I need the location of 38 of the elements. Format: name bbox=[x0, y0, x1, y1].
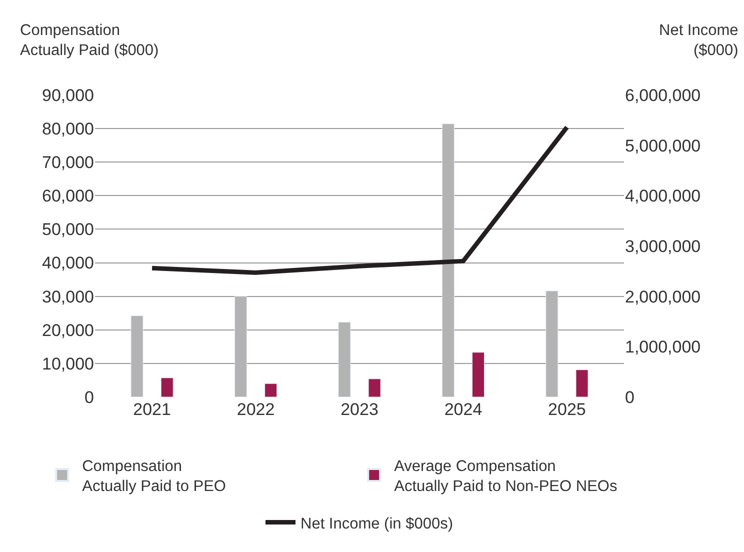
y2-axis-title: Net Income ($000) bbox=[659, 22, 738, 60]
y-tick-label: 0 bbox=[84, 388, 94, 407]
legend-label: Compensation Actually Paid to PEO bbox=[82, 458, 226, 496]
bar bbox=[264, 383, 278, 397]
legend-label: Average Compensation Actually Paid to Non-PEO NEOs bbox=[394, 458, 618, 496]
y2-tick-label: 4,000,000 bbox=[625, 186, 701, 206]
bar bbox=[546, 290, 558, 397]
bar bbox=[160, 378, 174, 397]
x-tick-label: 2023 bbox=[340, 400, 378, 419]
legend-label: Net Income (in $000s) bbox=[300, 515, 453, 532]
bar bbox=[338, 322, 351, 397]
y-tick-label: 80,000 bbox=[42, 120, 94, 139]
y2-tick-label: 1,000,000 bbox=[625, 338, 701, 357]
bar bbox=[576, 370, 588, 397]
y-tick-label: 60,000 bbox=[42, 186, 94, 206]
line-series bbox=[150, 124, 570, 275]
y-axis-title: Compensation Actually Paid ($000) bbox=[20, 22, 159, 60]
bar bbox=[234, 296, 247, 397]
y2-tick-label: 0 bbox=[625, 388, 634, 407]
y-tick-label: 30,000 bbox=[42, 287, 94, 306]
y-tick-label: 20,000 bbox=[42, 320, 94, 340]
bar bbox=[442, 124, 454, 397]
y2-tick-label: 2,000,000 bbox=[625, 287, 701, 306]
x-tick-label: 2021 bbox=[133, 400, 171, 419]
x-tick-label: 2025 bbox=[548, 400, 586, 419]
x-tick-label: 2024 bbox=[444, 400, 482, 419]
y2-tick-label: 3,000,000 bbox=[625, 236, 701, 256]
y2-tick-label: 6,000,000 bbox=[625, 86, 701, 105]
y-tick-label: 50,000 bbox=[42, 220, 94, 240]
x-tick-label: 2022 bbox=[236, 400, 275, 419]
y-tick-label: 40,000 bbox=[42, 254, 94, 273]
y2-tick-label: 5,000,000 bbox=[625, 136, 701, 156]
y-tick-label: 90,000 bbox=[42, 86, 94, 105]
y-tick-label: 10,000 bbox=[42, 354, 94, 374]
bar bbox=[368, 378, 381, 397]
bar bbox=[130, 316, 144, 397]
bar bbox=[472, 352, 485, 397]
y-tick-label: 70,000 bbox=[42, 153, 94, 172]
